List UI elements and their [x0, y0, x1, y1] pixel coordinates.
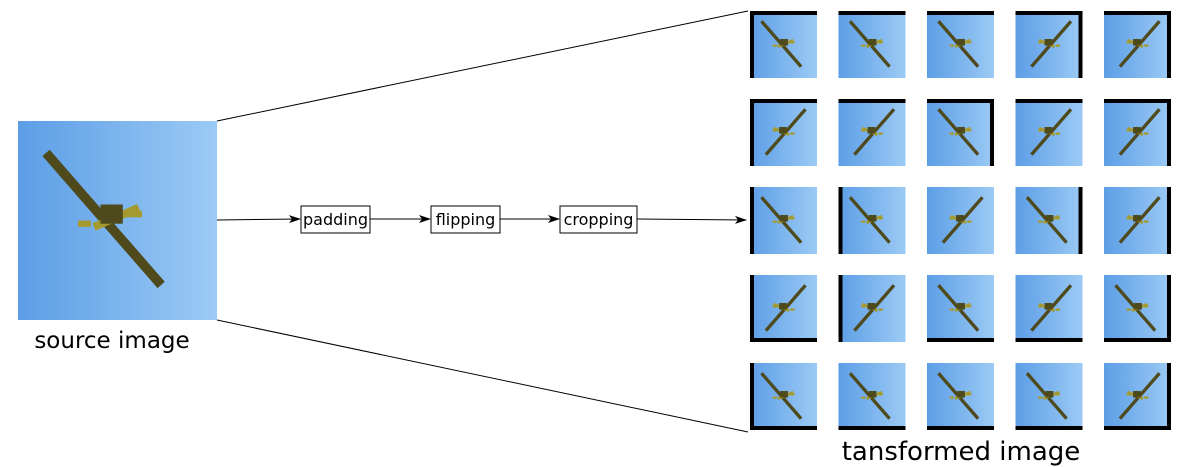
tile-padding-left	[750, 275, 754, 342]
transformed-tile	[927, 275, 994, 342]
transformed-tile	[927, 363, 994, 430]
transformed-tile	[1015, 187, 1083, 254]
transformed-tile	[838, 275, 906, 342]
step-cropping: cropping	[559, 205, 638, 234]
transformed-tile	[927, 187, 994, 254]
step-cropping-box	[559, 205, 638, 234]
tile-padding-top	[1104, 99, 1171, 103]
transformed-tile	[927, 11, 994, 78]
tile-padding-bottom	[750, 426, 817, 430]
tile-padding-left	[750, 99, 754, 166]
transformed-image-grid	[750, 11, 1171, 430]
transformed-tile	[1104, 99, 1171, 166]
tile-padding-bottom	[750, 338, 817, 342]
tile-padding-top	[1015, 99, 1083, 103]
fan-line-bottom	[216, 319, 749, 433]
arrow-cropping-to-output	[636, 215, 747, 224]
arrow-source-to-padding	[216, 215, 301, 224]
tile-padding-left	[750, 363, 754, 430]
transformed-tile	[838, 187, 906, 254]
tile-padding-left	[838, 187, 843, 254]
tile-padding-right	[1167, 99, 1171, 166]
tile-padding-bottom	[1104, 426, 1171, 430]
transformed-tile	[750, 363, 817, 430]
source-image-label: source image	[34, 328, 189, 354]
transformed-tile	[750, 187, 817, 254]
transformed-tile	[1015, 363, 1083, 430]
transformed-tile	[1015, 275, 1083, 342]
tile-padding-top	[838, 11, 906, 15]
tile-padding-right	[1167, 275, 1171, 342]
tile-padding-bottom	[1015, 338, 1083, 342]
source-image	[18, 121, 217, 320]
tile-padding-bottom	[927, 426, 994, 430]
step-flipping-label: flipping	[436, 210, 496, 229]
fan-line-top	[216, 10, 749, 122]
tile-padding-top	[927, 11, 994, 15]
tile-padding-top	[1015, 11, 1083, 15]
transformed-tile	[838, 11, 906, 78]
transformed-tile	[750, 11, 817, 78]
tile-padding-top	[750, 11, 817, 15]
step-padding-label: padding	[303, 210, 368, 229]
tile-padding-right	[1078, 11, 1083, 78]
transformed-tile	[927, 99, 994, 166]
transformed-tile	[1015, 99, 1083, 166]
transformed-tile	[750, 99, 817, 166]
step-cropping-label: cropping	[564, 210, 634, 229]
transformed-tile	[838, 99, 906, 166]
transformed-tile	[1015, 11, 1083, 78]
transformed-tile	[1104, 363, 1171, 430]
tile-padding-top	[927, 99, 994, 103]
transformed-tile	[750, 275, 817, 342]
tile-padding-bottom	[838, 426, 906, 430]
tile-padding-left	[838, 275, 843, 342]
transformed-image-label: tansformed image	[842, 437, 1081, 467]
tile-padding-top	[1104, 11, 1171, 15]
tile-padding-top	[750, 99, 817, 103]
tile-padding-bottom	[927, 338, 994, 342]
tile-padding-right	[1167, 11, 1171, 78]
tile-padding-right	[990, 99, 994, 166]
step-flipping: flipping	[430, 205, 501, 234]
tile-padding-left	[750, 11, 754, 78]
tile-padding-top	[838, 99, 906, 103]
transformed-tile	[1104, 11, 1171, 78]
tile-padding-bottom	[1015, 426, 1083, 430]
transformed-tile	[1104, 275, 1171, 342]
step-padding: padding	[300, 205, 371, 234]
tile-padding-right	[1167, 187, 1171, 254]
transformed-tile	[1104, 187, 1171, 254]
step-flipping-box	[430, 205, 501, 234]
tile-padding-right	[1078, 187, 1083, 254]
transformed-tile	[838, 363, 906, 430]
tile-padding-left	[750, 187, 754, 254]
tile-padding-bottom	[1104, 338, 1171, 342]
step-padding-box	[300, 205, 371, 234]
tile-padding-right	[1167, 363, 1171, 430]
